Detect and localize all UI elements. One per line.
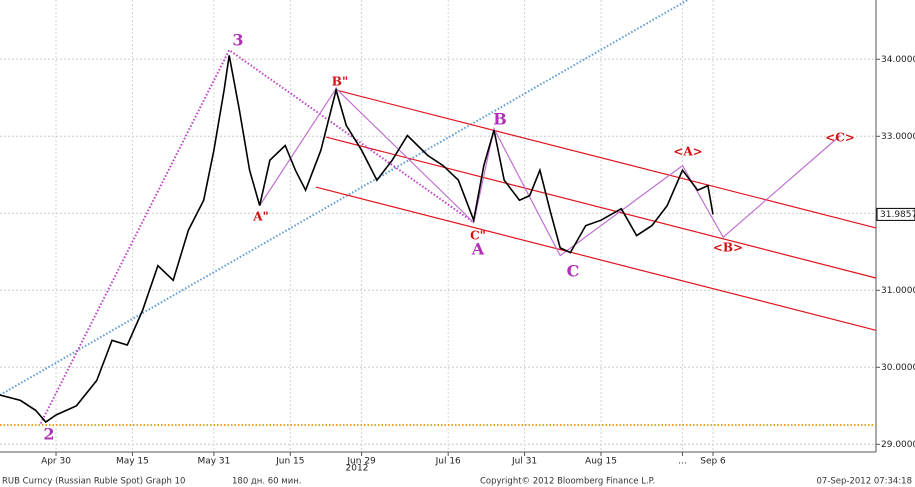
footer-security: RUB Curncy (Russian Ruble Spot) Graph 10 — [2, 477, 185, 487]
wave-label: <A> — [673, 145, 702, 159]
x-tick-label: Jun 15 — [275, 457, 304, 467]
year-label: 2012 — [346, 464, 369, 474]
x-tick-label: Apr 30 — [41, 457, 71, 467]
overlay-line — [335, 89, 877, 229]
wave-label: B" — [332, 75, 348, 89]
x-tick-label: Jun 29 — [346, 457, 376, 467]
wave-label: A — [471, 240, 485, 259]
price-line — [0, 55, 714, 424]
y-tick-label: 31.0000 — [881, 286, 915, 296]
overlay-line — [325, 136, 877, 279]
wave-label: A" — [252, 210, 269, 224]
y-tick-label: 29.0000 — [881, 440, 915, 450]
overlay-line — [259, 87, 841, 257]
x-tick-label: Jul 31 — [511, 457, 537, 467]
footer-timestamp: 07-Sep-2012 07:34:18 — [817, 477, 912, 487]
wave-label: 3 — [232, 31, 243, 50]
wave-label: <C> — [825, 131, 855, 145]
x-tick-label: Jul 16 — [435, 457, 461, 467]
last-price-label: 31.9857 — [880, 210, 915, 220]
x-tick-label: May 31 — [197, 457, 230, 467]
y-tick-label: 34.0000 — [881, 55, 915, 65]
x-tick-label: Sep 6 — [700, 457, 726, 467]
footer-period: 180 дн. 60 мин. — [232, 477, 301, 487]
overlay-line — [315, 186, 877, 331]
wave-label: B — [493, 110, 507, 129]
x-tick-label: Aug 15 — [585, 457, 617, 467]
wave-label: C" — [470, 229, 486, 243]
wave-label: C — [567, 262, 580, 281]
y-tick-label: 33.0000 — [881, 132, 915, 142]
x-tick-label: ... — [678, 457, 687, 467]
overlay-line — [0, 0, 689, 396]
y-tick-label: 30.0000 — [881, 363, 915, 373]
wave-label: <B> — [713, 241, 743, 255]
x-tick-label: May 15 — [116, 457, 149, 467]
wave-label: 2 — [43, 425, 54, 444]
last-price-box — [876, 207, 915, 221]
footer-copyright: Copyright© 2012 Bloomberg Finance L.P. — [480, 477, 655, 487]
